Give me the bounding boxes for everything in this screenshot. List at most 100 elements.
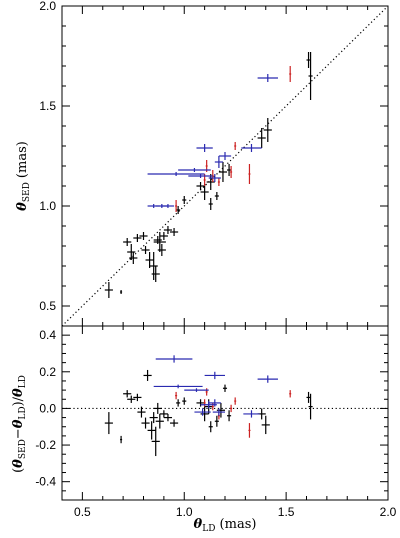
bottom-y-tick-label: 0.0 [39,401,56,415]
bottom-data-point [208,399,221,407]
bottom-data-point [261,415,270,435]
bottom-data-point [182,397,187,405]
bottom-data-point [151,426,160,457]
top-y-tick-label: 1.0 [39,199,56,213]
bottom-data-point [123,390,132,398]
bottom-data-point [147,421,156,440]
bottom-data-point [308,393,313,420]
bottom-data-point [141,417,150,429]
top-data-point [188,174,213,178]
top-data-point [234,142,237,150]
bottom-data-point [143,369,152,381]
bottom-data-point [176,399,181,407]
bottom-data-point [222,384,228,392]
top-data-point [163,226,173,234]
bottom-data-point [137,406,146,418]
top-data-point [127,244,136,260]
top-data-point [139,232,148,240]
bottom-data-point [214,415,219,427]
bottom-data-point [120,435,123,444]
top-data-point [289,66,292,82]
top-data-point [169,228,179,236]
bottom-data-point [149,412,158,424]
bottom-data-point [127,395,136,403]
bottom-y-tick-label: 0.4 [39,328,56,342]
top-data-point [248,164,251,184]
top-data-point [196,182,205,190]
top-data-point [230,166,233,178]
top-data-point [218,162,228,182]
top-data-point [123,238,132,246]
top-data-point [308,52,313,100]
top-data-point [159,232,168,240]
bottom-data-point [194,408,211,416]
top-y-tick-label: 2.0 [39,0,56,13]
bottom-data-point [212,408,225,416]
top-data-point [257,128,266,148]
bottom-panel: 0.5 1.0 1.5 2.0 -0.4 -0.2 0.0 0.2 0.4 [35,325,397,519]
top-panel: 0.5 1.0 1.5 2.0 [39,0,389,327]
top-y-axis-label: θSED (mas) [15,141,32,211]
bottom-data-point [227,410,232,422]
bottom-data-point [196,399,205,407]
bottom-plot-frame [61,325,389,501]
bottom-y-tick-label: -0.4 [35,475,56,489]
top-data-point [217,178,220,186]
bottom-x-tick-label: 1.5 [278,505,295,519]
top-data-point [151,266,160,282]
bottom-data-point [306,391,311,403]
bottom-data-point [153,402,162,414]
top-data-point [129,252,138,264]
bottom-data-point [200,406,209,422]
bottom-data-point [169,419,179,427]
top-data-point [196,144,213,152]
top-data-point [157,244,166,256]
top-data-point [206,174,215,190]
bottom-data-point [205,388,208,396]
top-data-point [153,232,166,252]
bottom-y-tick-label: 0.2 [39,365,56,379]
top-y-tick-label: 1.5 [39,99,56,113]
bottom-data-point [200,401,217,409]
top-data-point [200,184,209,200]
top-data-point [153,236,162,244]
bottom-data-point [204,371,225,380]
top-data-point [214,192,219,200]
top-data-point [263,118,272,142]
top-data-point [176,206,181,214]
bottom-x-tick-label: 0.5 [74,505,91,519]
bottom-data-point [248,423,251,438]
top-data-point [257,74,278,82]
top-data-point [182,196,187,204]
bottom-data-point [203,399,206,407]
bottom-data-point [159,410,168,418]
bottom-y-tick-label: -0.2 [35,438,56,452]
bottom-data-point [234,397,237,405]
bottom-data-point [155,413,164,429]
top-data-point [208,174,221,182]
top-data-point [145,252,154,268]
bottom-x-tick-label: 2.0 [380,505,397,519]
top-y-tick-label: 0.5 [39,299,56,313]
bottom-data-point [208,421,213,433]
top-reference-line [61,5,389,327]
bottom-data-point [289,390,292,398]
top-data-point [214,156,223,168]
top-data-point [120,290,123,294]
bottom-data-point [104,412,113,435]
top-data-point [306,52,311,68]
bottom-x-tick-label: 1.0 [176,505,193,519]
top-data-point [178,168,211,172]
x-axis-label: θLD (mas) [194,517,257,534]
bottom-data-point [216,402,225,418]
bottom-data-point [230,404,233,413]
bottom-data-point [163,413,173,422]
top-data-point [175,200,178,212]
top-data-point [208,198,213,210]
bottom-data-point [153,384,203,389]
top-data-point [227,164,232,176]
top-data-point [161,204,175,208]
top-data-point [149,252,158,280]
bottom-data-point [211,402,214,411]
